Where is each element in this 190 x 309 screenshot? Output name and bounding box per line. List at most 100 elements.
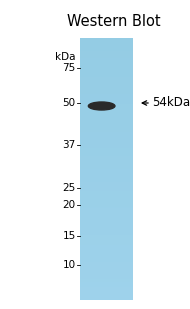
Text: 54kDa: 54kDa	[152, 96, 190, 109]
Bar	[80, 116, 133, 118]
Bar	[80, 144, 133, 146]
Bar	[80, 44, 133, 46]
Bar	[80, 244, 133, 245]
Bar	[80, 66, 133, 67]
Bar	[80, 88, 133, 89]
Bar	[80, 46, 133, 47]
Bar	[80, 159, 133, 160]
Bar	[80, 129, 133, 130]
Bar	[80, 123, 133, 125]
Bar	[80, 262, 133, 263]
Bar	[80, 246, 133, 248]
Bar	[80, 215, 133, 216]
Bar	[80, 106, 133, 108]
Bar	[80, 193, 133, 194]
Bar	[80, 148, 133, 149]
Bar	[80, 139, 133, 140]
Bar	[80, 169, 133, 170]
Bar	[80, 178, 133, 180]
Bar	[80, 294, 133, 295]
Bar	[80, 180, 133, 181]
Bar	[80, 166, 133, 168]
Bar	[80, 161, 133, 163]
Bar	[80, 164, 133, 165]
Bar	[80, 220, 133, 222]
Bar	[80, 177, 133, 178]
Bar	[80, 72, 133, 73]
Bar	[80, 171, 133, 173]
Bar	[80, 119, 133, 121]
Text: 20: 20	[63, 200, 76, 210]
Bar	[80, 125, 133, 126]
Bar	[80, 165, 133, 166]
Bar	[80, 299, 133, 300]
Bar	[80, 143, 133, 144]
Bar	[80, 154, 133, 156]
Bar	[80, 182, 133, 184]
Bar	[80, 77, 133, 78]
Bar	[80, 59, 133, 60]
Bar	[80, 170, 133, 171]
Bar	[80, 266, 133, 267]
Text: kDa: kDa	[55, 52, 76, 62]
Bar	[80, 132, 133, 133]
Bar	[80, 277, 133, 278]
Bar	[80, 191, 133, 193]
Bar	[80, 76, 133, 77]
Bar	[80, 236, 133, 237]
Bar	[80, 131, 133, 132]
Bar	[80, 98, 133, 99]
Bar	[80, 96, 133, 97]
Bar	[80, 295, 133, 296]
Bar	[80, 40, 133, 42]
Bar	[80, 111, 133, 113]
Bar	[80, 101, 133, 102]
Bar	[80, 92, 133, 93]
Bar	[80, 133, 133, 135]
Bar	[80, 64, 133, 66]
Bar	[80, 258, 133, 259]
Bar	[80, 39, 133, 40]
Text: 25: 25	[63, 183, 76, 193]
Bar	[80, 207, 133, 208]
Bar	[80, 71, 133, 72]
Bar	[80, 61, 133, 63]
Bar	[80, 223, 133, 224]
Bar	[80, 284, 133, 286]
Bar	[80, 110, 133, 111]
Bar	[80, 91, 133, 92]
Bar	[80, 206, 133, 207]
Bar	[80, 297, 133, 299]
Bar	[80, 42, 133, 43]
Bar	[80, 55, 133, 56]
Text: 75: 75	[63, 63, 76, 73]
Bar	[80, 273, 133, 274]
Bar	[80, 149, 133, 151]
Bar	[80, 233, 133, 235]
Bar	[80, 135, 133, 136]
Bar	[80, 153, 133, 154]
Bar	[80, 147, 133, 148]
Bar	[80, 50, 133, 51]
Bar	[80, 252, 133, 253]
Bar	[80, 249, 133, 250]
Bar	[80, 241, 133, 242]
Bar	[80, 163, 133, 164]
Bar	[80, 283, 133, 284]
Bar	[80, 204, 133, 206]
Bar	[80, 151, 133, 152]
Bar	[80, 208, 133, 210]
Bar	[80, 78, 133, 80]
Bar	[80, 190, 133, 191]
Bar	[80, 60, 133, 61]
Bar	[80, 80, 133, 81]
Bar	[80, 168, 133, 169]
Bar	[80, 216, 133, 218]
Ellipse shape	[88, 102, 115, 110]
Bar	[80, 237, 133, 239]
Bar	[80, 53, 133, 54]
Bar	[80, 278, 133, 279]
Bar	[80, 181, 133, 182]
Bar	[80, 174, 133, 176]
Bar	[80, 219, 133, 220]
